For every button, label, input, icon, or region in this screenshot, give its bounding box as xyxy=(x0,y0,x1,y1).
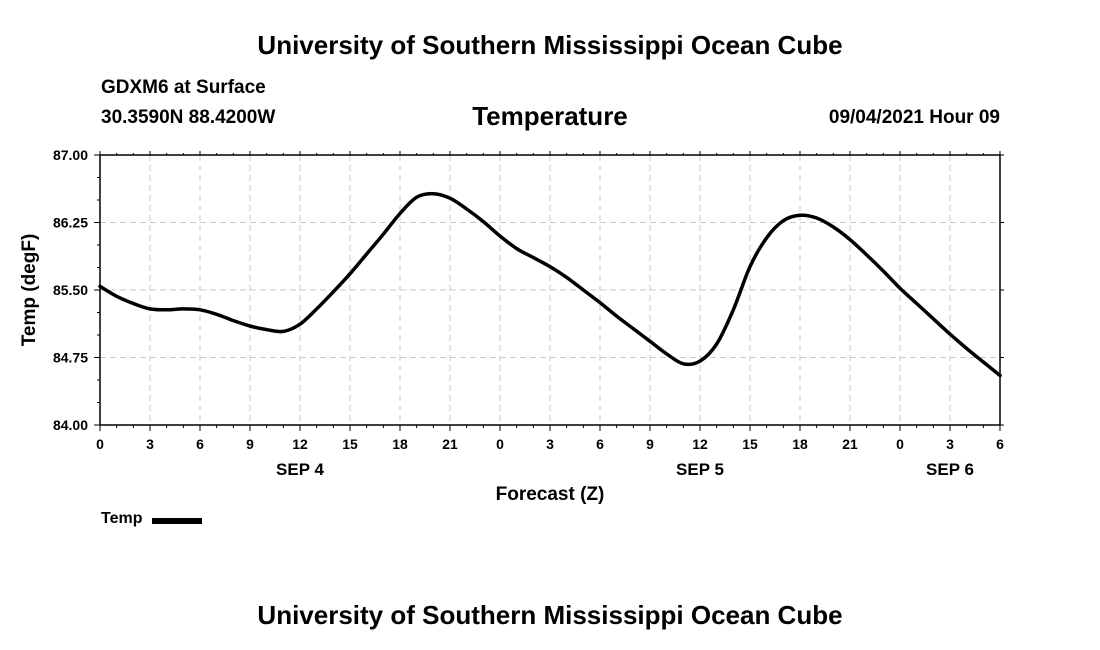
y-tick-label: 86.25 xyxy=(53,215,88,231)
page-title-bottom: University of Southern Mississippi Ocean… xyxy=(257,600,843,630)
station-label: GDXM6 at Surface xyxy=(101,77,266,98)
y-tick-label: 84.75 xyxy=(53,350,88,366)
x-tick-label: 12 xyxy=(692,436,708,452)
day-label: SEP 4 xyxy=(276,460,324,479)
x-tick-label: 0 xyxy=(496,436,504,452)
x-tick-label: 3 xyxy=(546,436,554,452)
x-tick-label: 0 xyxy=(96,436,104,452)
x-tick-label: 15 xyxy=(342,436,358,452)
day-label: SEP 5 xyxy=(676,460,724,479)
legend-label: Temp xyxy=(101,510,143,527)
x-tick-label: 12 xyxy=(292,436,308,452)
y-tick-label: 87.00 xyxy=(53,147,88,163)
series-layer xyxy=(98,191,1002,378)
x-tick-label: 0 xyxy=(896,436,904,452)
y-tick-label: 85.50 xyxy=(53,282,88,298)
x-tick-label: 6 xyxy=(196,436,204,452)
day-label: SEP 6 xyxy=(926,460,974,479)
x-tick-label: 15 xyxy=(742,436,758,452)
x-tick-label: 21 xyxy=(442,436,458,452)
series-line-temp xyxy=(98,191,1002,378)
x-tick-label: 6 xyxy=(996,436,1004,452)
forecast-datetime: 09/04/2021 Hour 09 xyxy=(828,107,1000,128)
x-tick-label: 3 xyxy=(146,436,154,452)
grid-layer xyxy=(100,155,1000,425)
station-coordinates: 30.3590N 88.4200W xyxy=(101,107,276,128)
legend-swatch xyxy=(152,517,203,524)
y-axis-label: Temp (degF) xyxy=(19,234,40,347)
x-tick-label: 9 xyxy=(646,436,654,452)
x-tick-label: 18 xyxy=(392,436,408,452)
axis-layer: 0 3 6 9 12 15 18 21 0 3 6 9 12 15 18 21 0 3 6 87.00 86.25 85.… xyxy=(53,147,1004,479)
x-tick-label: 18 xyxy=(792,436,808,452)
x-tick-label: 6 xyxy=(596,436,604,452)
x-tick-label: 9 xyxy=(246,436,254,452)
y-tick-label: 84.00 xyxy=(53,417,88,433)
page-title-top: University of Southern Mississippi Ocean… xyxy=(257,30,843,60)
chart-title: Temperature xyxy=(472,101,628,131)
legend: Temp xyxy=(101,510,203,528)
x-tick-label: 3 xyxy=(946,436,954,452)
x-axis-label: Forecast (Z) xyxy=(496,484,605,505)
x-tick-label: 21 xyxy=(842,436,858,452)
